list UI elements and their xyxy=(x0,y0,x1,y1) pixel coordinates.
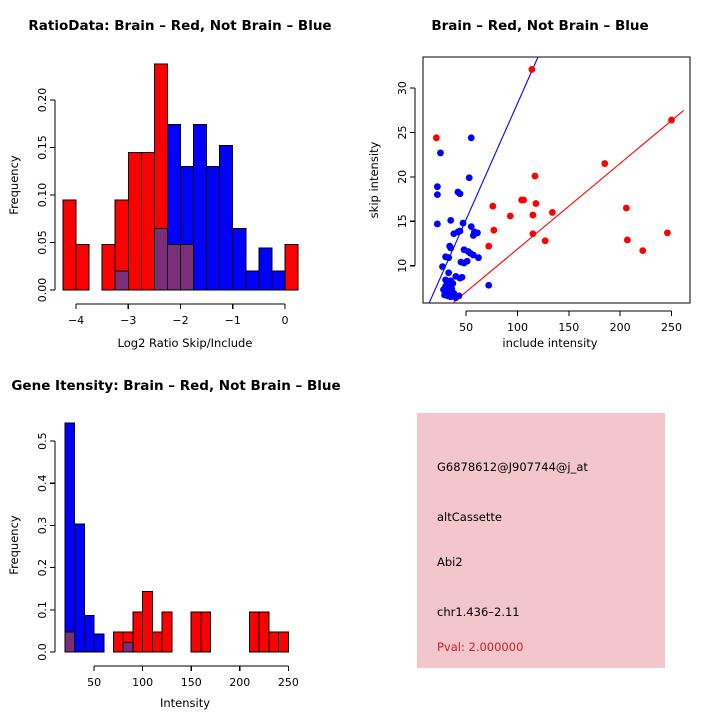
svg-text:0.15: 0.15 xyxy=(36,135,49,160)
svg-text:50: 50 xyxy=(459,321,473,334)
panel-info: G6878612@J907744@j_at altCassette Abi2 c… xyxy=(360,360,720,720)
ratio-histogram-bars xyxy=(62,63,299,291)
scatter-ylabel: skip intensity xyxy=(367,141,381,218)
svg-text:−4: −4 xyxy=(68,314,84,327)
scatter-xlabel: include intensity xyxy=(502,336,597,350)
svg-text:0.00: 0.00 xyxy=(36,278,49,303)
gene-histogram-bars xyxy=(64,422,289,653)
panel-gene-histogram: Gene Itensity: Brain – Red, Not Brain – … xyxy=(0,360,360,720)
scatter-title: Brain – Red, Not Brain – Blue xyxy=(431,18,648,34)
svg-text:30: 30 xyxy=(396,81,409,95)
gene-histogram-ylabel: Frequency xyxy=(7,515,21,575)
svg-text:0.10: 0.10 xyxy=(36,183,49,208)
info-probe-id: G6878612@J907744@j_at xyxy=(437,460,588,474)
svg-text:200: 200 xyxy=(610,321,631,334)
ratio-histogram-xlabel: Log2 Ratio Skip/Include xyxy=(118,336,253,350)
gene-histogram-axes: 50 100 150 200 250 0.0 0.1 0.2 0.3 0.4 0.5 xyxy=(36,432,299,689)
scatter-plot-area xyxy=(422,56,691,304)
gene-histogram-xlabel: Intensity xyxy=(160,696,210,710)
svg-text:250: 250 xyxy=(278,676,299,689)
svg-text:10: 10 xyxy=(396,259,409,273)
info-pval: Pval: 2.000000 xyxy=(437,640,524,654)
svg-text:150: 150 xyxy=(181,676,202,689)
info-event-type: altCassette xyxy=(437,510,502,524)
gene-histogram-title: Gene Itensity: Brain – Red, Not Brain – … xyxy=(11,378,340,394)
svg-text:0.2: 0.2 xyxy=(36,559,49,577)
scatter-svg: Brain – Red, Not Brain – Blue skip inten… xyxy=(367,18,691,350)
info-panel-background: G6878612@J907744@j_at altCassette Abi2 c… xyxy=(417,413,665,668)
ratio-histogram-svg: RatioData: Brain – Red, Not Brain – Blue… xyxy=(7,18,332,350)
svg-text:−3: −3 xyxy=(120,314,136,327)
svg-text:150: 150 xyxy=(558,321,579,334)
info-gene-symbol: Abi2 xyxy=(437,555,463,569)
scatter-axes: 50 100 150 200 250 10 15 20 25 30 xyxy=(396,81,682,334)
svg-text:0.5: 0.5 xyxy=(36,432,49,450)
svg-text:250: 250 xyxy=(661,321,682,334)
svg-text:0.1: 0.1 xyxy=(36,601,49,619)
svg-text:100: 100 xyxy=(507,321,528,334)
info-locus: chr1.436–2.11 xyxy=(437,605,520,619)
svg-text:20: 20 xyxy=(396,170,409,184)
ratio-histogram-ylabel: Frequency xyxy=(7,155,21,215)
gene-histogram-svg: Gene Itensity: Brain – Red, Not Brain – … xyxy=(7,378,341,710)
ratio-histogram-axes: −4 −3 −2 −1 0 0.00 0.05 0.10 0.15 0.20 xyxy=(36,88,288,327)
ratio-histogram-title: RatioData: Brain – Red, Not Brain – Blue xyxy=(28,18,331,34)
svg-text:0: 0 xyxy=(281,314,288,327)
svg-text:−1: −1 xyxy=(225,314,241,327)
panel-ratio-histogram: RatioData: Brain – Red, Not Brain – Blue… xyxy=(0,0,360,360)
svg-text:0.20: 0.20 xyxy=(36,88,49,113)
svg-text:100: 100 xyxy=(132,676,153,689)
svg-text:0.0: 0.0 xyxy=(36,643,49,661)
svg-text:0.05: 0.05 xyxy=(36,230,49,255)
svg-text:−2: −2 xyxy=(172,314,188,327)
svg-text:0.3: 0.3 xyxy=(36,517,49,535)
svg-text:25: 25 xyxy=(396,125,409,139)
panel-scatter: Brain – Red, Not Brain – Blue skip inten… xyxy=(360,0,720,360)
svg-text:50: 50 xyxy=(87,676,101,689)
svg-text:15: 15 xyxy=(396,214,409,228)
svg-text:200: 200 xyxy=(229,676,250,689)
svg-text:0.4: 0.4 xyxy=(36,475,49,493)
